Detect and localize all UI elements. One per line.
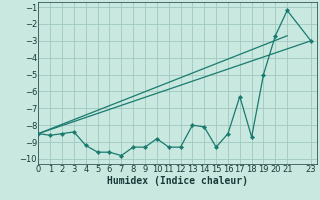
X-axis label: Humidex (Indice chaleur): Humidex (Indice chaleur) <box>107 176 248 186</box>
